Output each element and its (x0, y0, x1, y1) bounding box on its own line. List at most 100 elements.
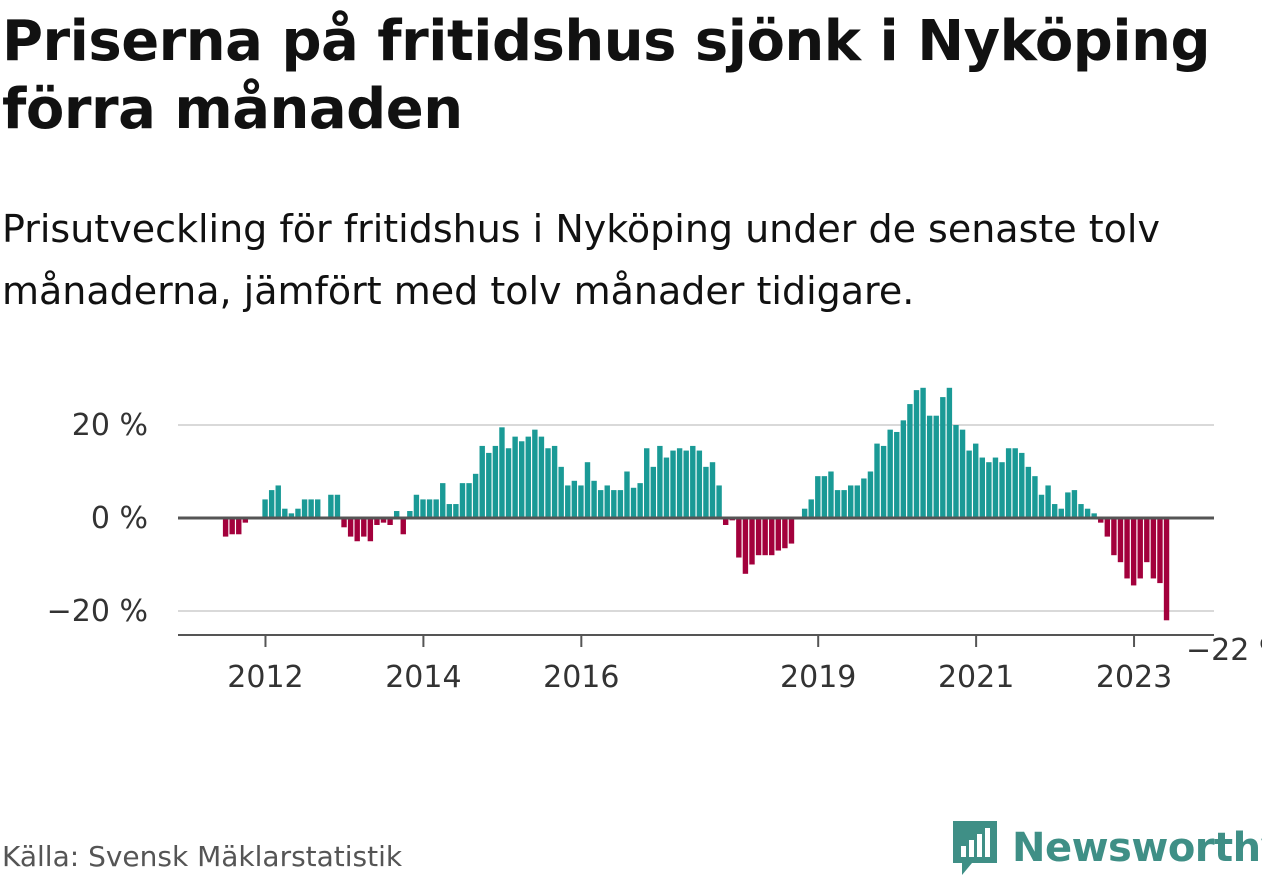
newsworthy-icon (953, 821, 997, 875)
bar (440, 483, 446, 519)
bar (703, 466, 709, 518)
bar (1058, 508, 1064, 518)
bar (1157, 518, 1163, 584)
chart-title: Priserna på fritidshus sjönk i Nyköping … (2, 9, 1211, 142)
bar (887, 429, 893, 518)
bar (854, 485, 860, 518)
x-tick-label: 2016 (543, 660, 619, 695)
bar (992, 457, 999, 518)
bar (551, 445, 558, 518)
x-tick-label: 2014 (385, 660, 461, 695)
bar (571, 480, 578, 518)
bar (459, 483, 466, 519)
bar (650, 466, 656, 518)
bar (229, 518, 235, 535)
bar (288, 513, 295, 518)
bar (874, 443, 880, 518)
x-axis-ticks: 2012 2014 2016 2019 2021 2023 (227, 635, 1172, 695)
bar (907, 404, 913, 518)
newsworthy-logo: Newsworthy (950, 818, 1262, 878)
bar (466, 483, 472, 519)
bars (222, 387, 1170, 621)
bar (578, 485, 584, 518)
y-tick-label: 20 % (72, 408, 148, 443)
bar (282, 508, 288, 518)
bar (1084, 508, 1091, 518)
bar (453, 504, 459, 518)
bar (315, 499, 321, 518)
bar (821, 476, 828, 518)
bar (624, 471, 630, 518)
bar (861, 478, 867, 518)
bar (301, 499, 308, 518)
bar (953, 425, 959, 518)
bar (1025, 466, 1032, 518)
bar (499, 427, 505, 518)
y-tick-label: −20 % (47, 594, 148, 629)
bar (1117, 518, 1124, 563)
bar (966, 450, 972, 518)
bar (538, 436, 545, 519)
bar (900, 420, 907, 518)
bar (486, 452, 492, 518)
bar (920, 387, 926, 518)
bar (387, 518, 393, 525)
bar (479, 445, 485, 518)
bar (1065, 492, 1071, 518)
bar (999, 462, 1005, 518)
chart-subtitle: Prisutveckling för fritidshus i Nyköping… (2, 207, 1160, 313)
bar (236, 518, 242, 535)
bar (1019, 452, 1025, 518)
bar (611, 490, 617, 518)
bar (722, 518, 729, 525)
bar (973, 443, 979, 518)
bar (407, 511, 413, 519)
bar (1038, 494, 1045, 518)
bar (565, 485, 571, 518)
bar (834, 490, 841, 518)
bar (268, 490, 275, 518)
bar (808, 499, 814, 518)
end-value-label: −22 % (1186, 633, 1262, 668)
bar (505, 448, 512, 518)
bar (913, 390, 920, 518)
bar (1144, 518, 1150, 563)
bar (1163, 518, 1170, 621)
source-note: Källa: Svensk Mäklarstatistik (2, 840, 403, 873)
x-tick-label: 2019 (780, 660, 856, 695)
bar (242, 518, 249, 523)
bar (334, 494, 341, 518)
bar (262, 499, 268, 518)
bar (1051, 504, 1058, 518)
bar (354, 518, 360, 542)
bar (374, 518, 380, 525)
bar (1130, 518, 1137, 586)
bar (788, 518, 795, 544)
bar (848, 485, 854, 518)
bar (1104, 518, 1111, 537)
bar (472, 473, 479, 518)
bar (1032, 476, 1038, 518)
bar (275, 485, 281, 518)
bar (519, 441, 525, 518)
bar (433, 499, 439, 518)
bar (755, 518, 762, 556)
bar (644, 448, 650, 518)
bar (867, 471, 874, 518)
bar (1124, 518, 1130, 579)
bar (1012, 448, 1018, 518)
bar (597, 490, 604, 518)
bar (420, 499, 426, 518)
bar (413, 494, 420, 518)
bar (380, 518, 387, 523)
bar (367, 518, 374, 542)
bar (584, 462, 591, 518)
bar (979, 457, 985, 518)
bar (604, 485, 610, 518)
grid-lines (178, 424, 1214, 612)
bar (828, 471, 834, 518)
bar (558, 466, 564, 518)
bar-chart: 20 % 0 % −20 % 2012 2014 2016 2019 2021 2023 −2… (47, 387, 1262, 695)
brand-name: Newsworthy (1012, 825, 1262, 871)
bar (1150, 518, 1157, 579)
